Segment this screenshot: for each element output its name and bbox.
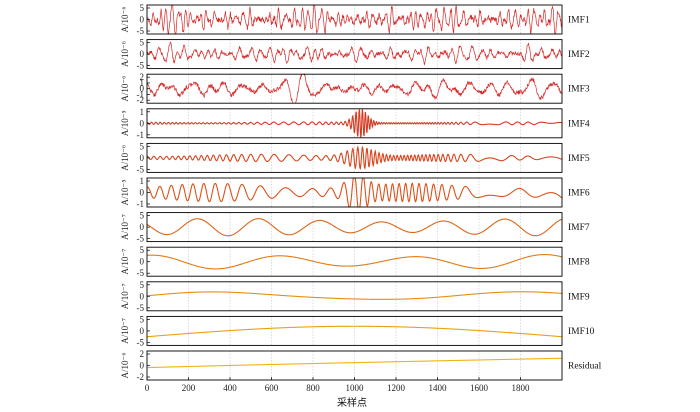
y-tick-label: -5: [137, 268, 145, 278]
x-tick-label: 400: [223, 383, 237, 393]
panel-residual: 2 0-2 A/10⁻⁶ Residual: [120, 349, 602, 382]
y-tick-label: 5: [140, 314, 145, 324]
y-tick-label: 0: [140, 153, 145, 163]
panel-label: Residual: [568, 362, 602, 372]
y-axis-label: A/10⁻⁶: [120, 41, 130, 67]
series-line: [146, 145, 563, 171]
x-tick-label: 1600: [470, 383, 489, 393]
x-tick-label: 200: [182, 383, 196, 393]
panel-imf3: 210-1-2 A/10⁻⁶ IMF3: [120, 72, 590, 105]
y-tick-label: -2: [137, 372, 145, 382]
panel-label: IMF7: [568, 223, 590, 233]
panel-imf4: 10 -1 A/10⁻⁵ IMF4: [120, 107, 590, 140]
y-axis-label: A/10⁻⁶: [120, 76, 130, 102]
y-tick-label: 2: [140, 349, 145, 359]
y-tick-label: -2: [137, 95, 145, 105]
x-tick-label: 1400: [429, 383, 448, 393]
y-tick-label: -5: [137, 26, 145, 36]
y-tick-label: -5: [137, 61, 145, 71]
panel-imf7: 50 -5 A/10⁻⁷ IMF7: [120, 211, 590, 244]
x-tick-label: 1200: [387, 383, 406, 393]
y-axis-label: A/10⁻⁷: [120, 214, 130, 240]
y-tick-label: 2: [140, 72, 145, 82]
y-axis-label: A/10⁻⁷: [120, 318, 130, 344]
y-tick-label: 0: [140, 326, 145, 336]
y-tick-label: 0: [140, 49, 145, 59]
y-tick-label: 5: [140, 245, 145, 255]
y-tick-label: -5: [137, 234, 145, 244]
y-tick-label: 0: [140, 118, 145, 128]
panel-label: IMF8: [568, 258, 590, 268]
y-tick-label: 0: [140, 257, 145, 267]
x-tick-label: 600: [265, 383, 279, 393]
y-tick-label: -5: [137, 303, 145, 313]
panel-imf2: 50 -5 A/10⁻⁶ IMF2: [120, 38, 590, 71]
y-axis-label: A/10⁻⁶: [120, 7, 130, 33]
y-tick-label: 5: [140, 38, 145, 48]
y-tick-label: 0: [140, 15, 145, 25]
panel-imf10: 5 0-5 A/10⁻⁷ IMF10: [120, 314, 595, 347]
y-tick-label: 0: [140, 361, 145, 371]
y-axis-label: A/10⁻⁶: [120, 353, 130, 379]
series-line: [146, 325, 563, 338]
y-axis-label: A/10⁻⁶: [120, 145, 130, 171]
panel-label: IMF1: [568, 16, 590, 26]
y-axis-label: A/10⁻⁵: [120, 110, 130, 136]
series-line: [146, 291, 563, 300]
panel-label: IMF4: [568, 119, 590, 129]
y-tick-label: 5: [140, 211, 145, 221]
y-tick-label: 5: [140, 141, 145, 151]
y-tick-label: -5: [137, 337, 145, 347]
y-tick-label: 5: [140, 280, 145, 290]
panel-label: IMF5: [568, 154, 590, 164]
panel-label: IMF9: [568, 292, 590, 302]
series-line: [146, 109, 563, 138]
panel-label: IMF6: [568, 189, 590, 199]
x-tick-label: 0: [145, 383, 150, 393]
series-line: [146, 41, 563, 66]
series-line: [146, 218, 563, 237]
series-line: [146, 4, 563, 35]
y-axis-label: A/10⁻⁵: [120, 180, 130, 206]
panel-imf8: 5 0-5 A/10⁻⁷ IMF8: [120, 245, 590, 278]
panel-label: IMF2: [568, 50, 590, 60]
x-axis-label: 采样点: [337, 396, 367, 409]
y-tick-label: 0: [140, 84, 145, 94]
x-tick-label: 1000: [346, 383, 365, 393]
panel-imf9: 50 -5 A/10⁻⁷ IMF9: [120, 280, 590, 313]
y-tick-label: 5: [140, 3, 145, 13]
series-line: [146, 357, 563, 369]
x-axis: 0 200 400 600 800 1000 1200 1400 1600 1800: [145, 377, 530, 393]
y-tick-label: 0: [140, 291, 145, 301]
y-tick-label: -5: [137, 164, 145, 174]
panel-imf5: 5 0-5 A/10⁻⁶ IMF5: [120, 141, 590, 174]
panel-label: IMF3: [568, 85, 590, 95]
series-line: [146, 254, 563, 270]
y-axis-label: A/10⁻⁷: [120, 283, 130, 309]
y-tick-label: 0: [140, 188, 145, 198]
y-axis-label: A/10⁻⁷: [120, 249, 130, 275]
x-tick-label: 1800: [512, 383, 531, 393]
panel-imf1: 5 0-5 A/10⁻⁶ IMF1: [120, 3, 590, 36]
y-tick-label: -1: [137, 89, 145, 99]
x-tick-label: 800: [306, 383, 320, 393]
y-tick-label: 1: [140, 176, 145, 186]
y-tick-label: 1: [140, 78, 145, 88]
series-line: [146, 73, 563, 104]
y-tick-label: 0: [140, 222, 145, 232]
panel-imf6: 1 0-1 A/10⁻⁵ IMF6: [120, 176, 590, 209]
y-tick-label: -1: [137, 130, 145, 140]
panel-label: IMF10: [568, 327, 595, 337]
y-tick-label: 1: [140, 107, 145, 117]
y-tick-label: -1: [137, 199, 145, 209]
